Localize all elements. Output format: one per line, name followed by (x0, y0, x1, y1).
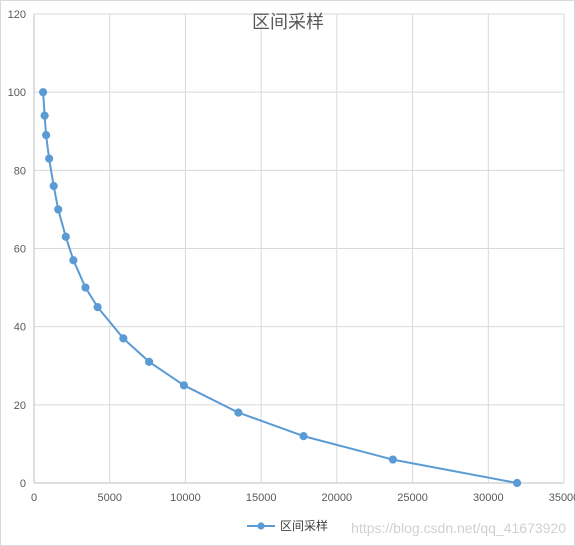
data-point (61, 232, 70, 241)
axis-layer: 0 20 40 60 80 100 120 0 5000 10000 15000 20000 25000… (8, 9, 575, 504)
grid-layer (33, 13, 565, 484)
y-tick-label: 120 (8, 9, 26, 21)
x-tick-label: 10000 (170, 492, 201, 504)
x-tick-label: 0 (31, 492, 37, 504)
x-tick-label: 20000 (322, 492, 353, 504)
data-point (81, 283, 90, 292)
legend-marker-icon (257, 522, 265, 530)
data-point (40, 111, 49, 120)
data-point (512, 478, 522, 488)
x-tick-label: 30000 (473, 492, 504, 504)
chart-title: 区间采样 (252, 12, 324, 33)
legend-label: 区间采样 (280, 518, 328, 533)
data-point (119, 334, 128, 343)
data-point (69, 256, 78, 265)
data-point (179, 381, 189, 390)
data-point (299, 432, 308, 441)
data-point (54, 205, 63, 214)
x-tick-label: 15000 (246, 492, 277, 504)
y-tick-label: 60 (14, 244, 26, 256)
y-tick-label: 80 (14, 165, 26, 177)
data-point (144, 357, 154, 366)
data-point (234, 408, 243, 417)
x-tick-label: 25000 (397, 492, 428, 504)
x-tick-label: 5000 (97, 492, 121, 504)
data-point (49, 181, 58, 191)
watermark-text: https://blog.csdn.net/qq_41673920 (351, 520, 566, 536)
x-tick-label: 35000 (549, 492, 575, 504)
data-point (38, 88, 48, 97)
data-point (93, 303, 102, 312)
legend: 区间采样 (247, 518, 328, 533)
y-tick-label: 20 (14, 400, 26, 412)
data-point (388, 455, 397, 464)
data-point (42, 131, 51, 140)
y-tick-label: 40 (14, 322, 26, 334)
series-line (42, 92, 518, 484)
y-tick-label: 0 (20, 478, 26, 490)
series-layer (38, 88, 522, 488)
data-point (45, 154, 54, 163)
y-tick-label: 100 (8, 87, 26, 99)
